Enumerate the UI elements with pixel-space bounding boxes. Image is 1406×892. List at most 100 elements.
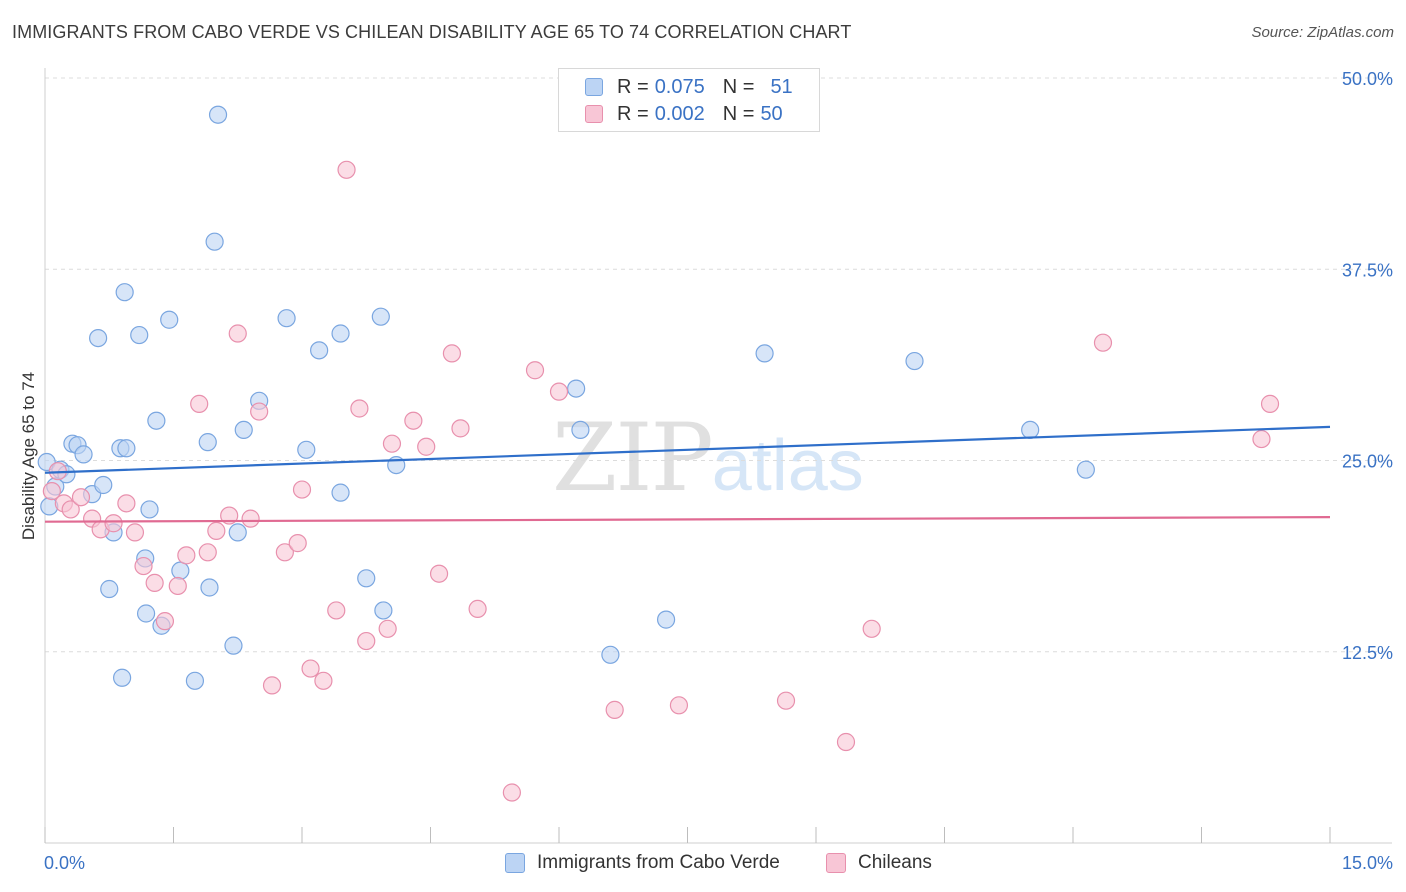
- point-chileans: [468, 599, 487, 619]
- point-cabo-verde: [115, 283, 134, 302]
- legend-row-cabo-verde: R = 0.075 N = 51: [585, 74, 793, 100]
- point-chileans: [250, 402, 269, 421]
- point-chileans: [350, 399, 369, 418]
- point-cabo-verde: [228, 523, 247, 542]
- trend-line-chileans: [44, 516, 1331, 523]
- point-chileans: [605, 700, 624, 719]
- point-chileans: [177, 546, 196, 565]
- series-chileans-points: [42, 160, 1280, 802]
- point-cabo-verde: [234, 420, 253, 439]
- y-tick-label: 25.0%: [1342, 452, 1393, 472]
- point-cabo-verde: [140, 500, 159, 519]
- legend-swatch-chileans: [585, 105, 603, 123]
- point-cabo-verde: [89, 329, 108, 348]
- point-chileans: [525, 361, 545, 380]
- legend-n-label: N =: [722, 102, 755, 125]
- legend-item-cabo-verde[interactable]: Immigrants from Cabo Verde: [505, 852, 780, 874]
- point-chileans: [357, 631, 376, 651]
- point-chileans: [155, 612, 175, 631]
- y-tick-label: 37.5%: [1342, 260, 1393, 280]
- point-cabo-verde: [371, 307, 390, 326]
- point-chileans: [502, 783, 521, 802]
- tick-labels: 12.5% 25.0% 37.5% 50.0% 0.0% 15.0%: [44, 69, 1393, 873]
- legend-r-value: 0.002: [654, 102, 705, 125]
- point-cabo-verde: [310, 341, 329, 360]
- point-cabo-verde: [205, 232, 224, 251]
- point-chileans: [442, 344, 462, 363]
- legend-r-label: R =: [617, 102, 649, 125]
- legend-swatch-cabo-verde: [505, 853, 525, 873]
- legend-n-value: 51: [770, 75, 793, 98]
- trend-line-cabo-verde: [44, 425, 1331, 474]
- point-chileans: [378, 619, 397, 638]
- point-chileans: [1252, 429, 1271, 449]
- point-cabo-verde: [112, 668, 132, 687]
- point-chileans: [61, 500, 80, 519]
- point-cabo-verde: [100, 579, 119, 599]
- axes: [44, 68, 1392, 844]
- point-cabo-verde: [200, 578, 219, 597]
- series-legend: Immigrants from Cabo Verde Chileans: [0, 852, 1406, 878]
- point-chileans: [134, 556, 153, 576]
- point-cabo-verde: [331, 483, 350, 502]
- point-cabo-verde: [571, 420, 590, 439]
- point-chileans: [262, 676, 282, 695]
- point-chileans: [125, 523, 145, 542]
- legend-swatch-cabo-verde: [585, 78, 603, 96]
- point-chileans: [168, 576, 187, 596]
- point-cabo-verde: [208, 105, 228, 124]
- point-chileans: [776, 691, 796, 710]
- point-cabo-verde: [198, 433, 217, 452]
- point-cabo-verde: [755, 344, 774, 363]
- point-chileans: [241, 509, 260, 528]
- point-chileans: [1093, 333, 1113, 352]
- point-chileans: [220, 506, 239, 525]
- legend-n-label: N =: [722, 75, 755, 98]
- chart-title: IMMIGRANTS FROM CABO VERDE VS CHILEAN DI…: [12, 22, 852, 42]
- point-chileans: [337, 160, 356, 179]
- source-credit: Source: ZipAtlas.com: [1251, 24, 1394, 41]
- point-cabo-verde: [74, 445, 93, 464]
- point-chileans: [198, 543, 217, 562]
- point-cabo-verde: [357, 569, 376, 588]
- legend-r-value: 0.075: [654, 75, 705, 98]
- point-chileans: [327, 601, 346, 620]
- legend-item-chileans[interactable]: Chileans: [826, 852, 932, 874]
- trend-lines: [44, 425, 1331, 523]
- x-tick-label: 15.0%: [1342, 853, 1393, 873]
- point-chileans: [207, 521, 226, 540]
- point-cabo-verde: [656, 610, 676, 629]
- point-cabo-verde: [374, 601, 393, 620]
- point-chileans: [292, 480, 312, 499]
- legend-swatch-chileans: [826, 853, 846, 873]
- legend-row-chileans: R = 0.002 N = 50: [585, 101, 783, 127]
- point-cabo-verde: [1021, 420, 1040, 439]
- legend-label-chileans: Chileans: [858, 852, 932, 873]
- point-chileans: [228, 324, 247, 343]
- point-cabo-verde: [601, 645, 620, 664]
- legend-r-label: R =: [617, 75, 649, 98]
- point-cabo-verde: [94, 475, 113, 495]
- point-chileans: [417, 437, 436, 456]
- legend-label-cabo-verde: Immigrants from Cabo Verde: [537, 852, 780, 873]
- point-cabo-verde: [160, 310, 179, 329]
- point-chileans: [71, 488, 91, 507]
- point-cabo-verde: [130, 325, 149, 345]
- point-cabo-verde: [297, 440, 316, 459]
- point-chileans: [549, 382, 569, 401]
- point-cabo-verde: [331, 324, 350, 343]
- point-chileans: [429, 564, 449, 583]
- point-cabo-verde: [147, 411, 166, 430]
- point-chileans: [145, 573, 164, 593]
- y-axis-label: Disability Age 65 to 74: [19, 371, 38, 541]
- x-tick-label: 0.0%: [44, 853, 85, 873]
- point-chileans: [42, 482, 61, 501]
- legend-n-value: 50: [760, 102, 783, 125]
- point-chileans: [190, 394, 209, 413]
- point-chileans: [382, 434, 402, 453]
- point-cabo-verde: [905, 351, 924, 371]
- point-chileans: [301, 659, 320, 678]
- y-tick-label: 50.0%: [1342, 69, 1393, 89]
- point-cabo-verde: [224, 636, 243, 655]
